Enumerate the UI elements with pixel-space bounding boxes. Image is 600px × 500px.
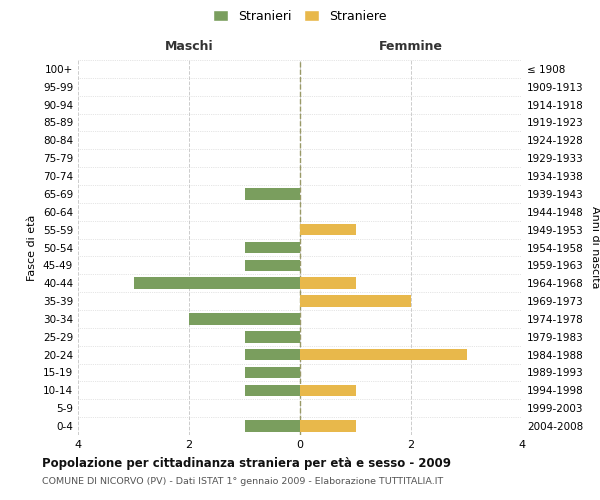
Bar bbox=[300, 278, 355, 289]
Bar bbox=[245, 331, 300, 342]
Bar bbox=[189, 313, 300, 324]
Y-axis label: Fasce di età: Fasce di età bbox=[28, 214, 37, 280]
Bar bbox=[300, 384, 355, 396]
Legend: Stranieri, Straniere: Stranieri, Straniere bbox=[209, 6, 391, 26]
Text: Femmine: Femmine bbox=[379, 40, 443, 53]
Bar bbox=[300, 349, 467, 360]
Bar bbox=[300, 420, 355, 432]
Y-axis label: Anni di nascita: Anni di nascita bbox=[590, 206, 600, 289]
Text: COMUNE DI NICORVO (PV) - Dati ISTAT 1° gennaio 2009 - Elaborazione TUTTITALIA.IT: COMUNE DI NICORVO (PV) - Dati ISTAT 1° g… bbox=[42, 478, 443, 486]
Bar bbox=[300, 296, 411, 307]
Text: Maschi: Maschi bbox=[164, 40, 214, 53]
Bar bbox=[245, 242, 300, 254]
Bar bbox=[300, 224, 355, 235]
Bar bbox=[245, 420, 300, 432]
Bar bbox=[133, 278, 300, 289]
Text: Popolazione per cittadinanza straniera per età e sesso - 2009: Popolazione per cittadinanza straniera p… bbox=[42, 458, 451, 470]
Bar bbox=[245, 349, 300, 360]
Bar bbox=[245, 260, 300, 271]
Bar bbox=[245, 384, 300, 396]
Bar bbox=[245, 188, 300, 200]
Bar bbox=[245, 366, 300, 378]
